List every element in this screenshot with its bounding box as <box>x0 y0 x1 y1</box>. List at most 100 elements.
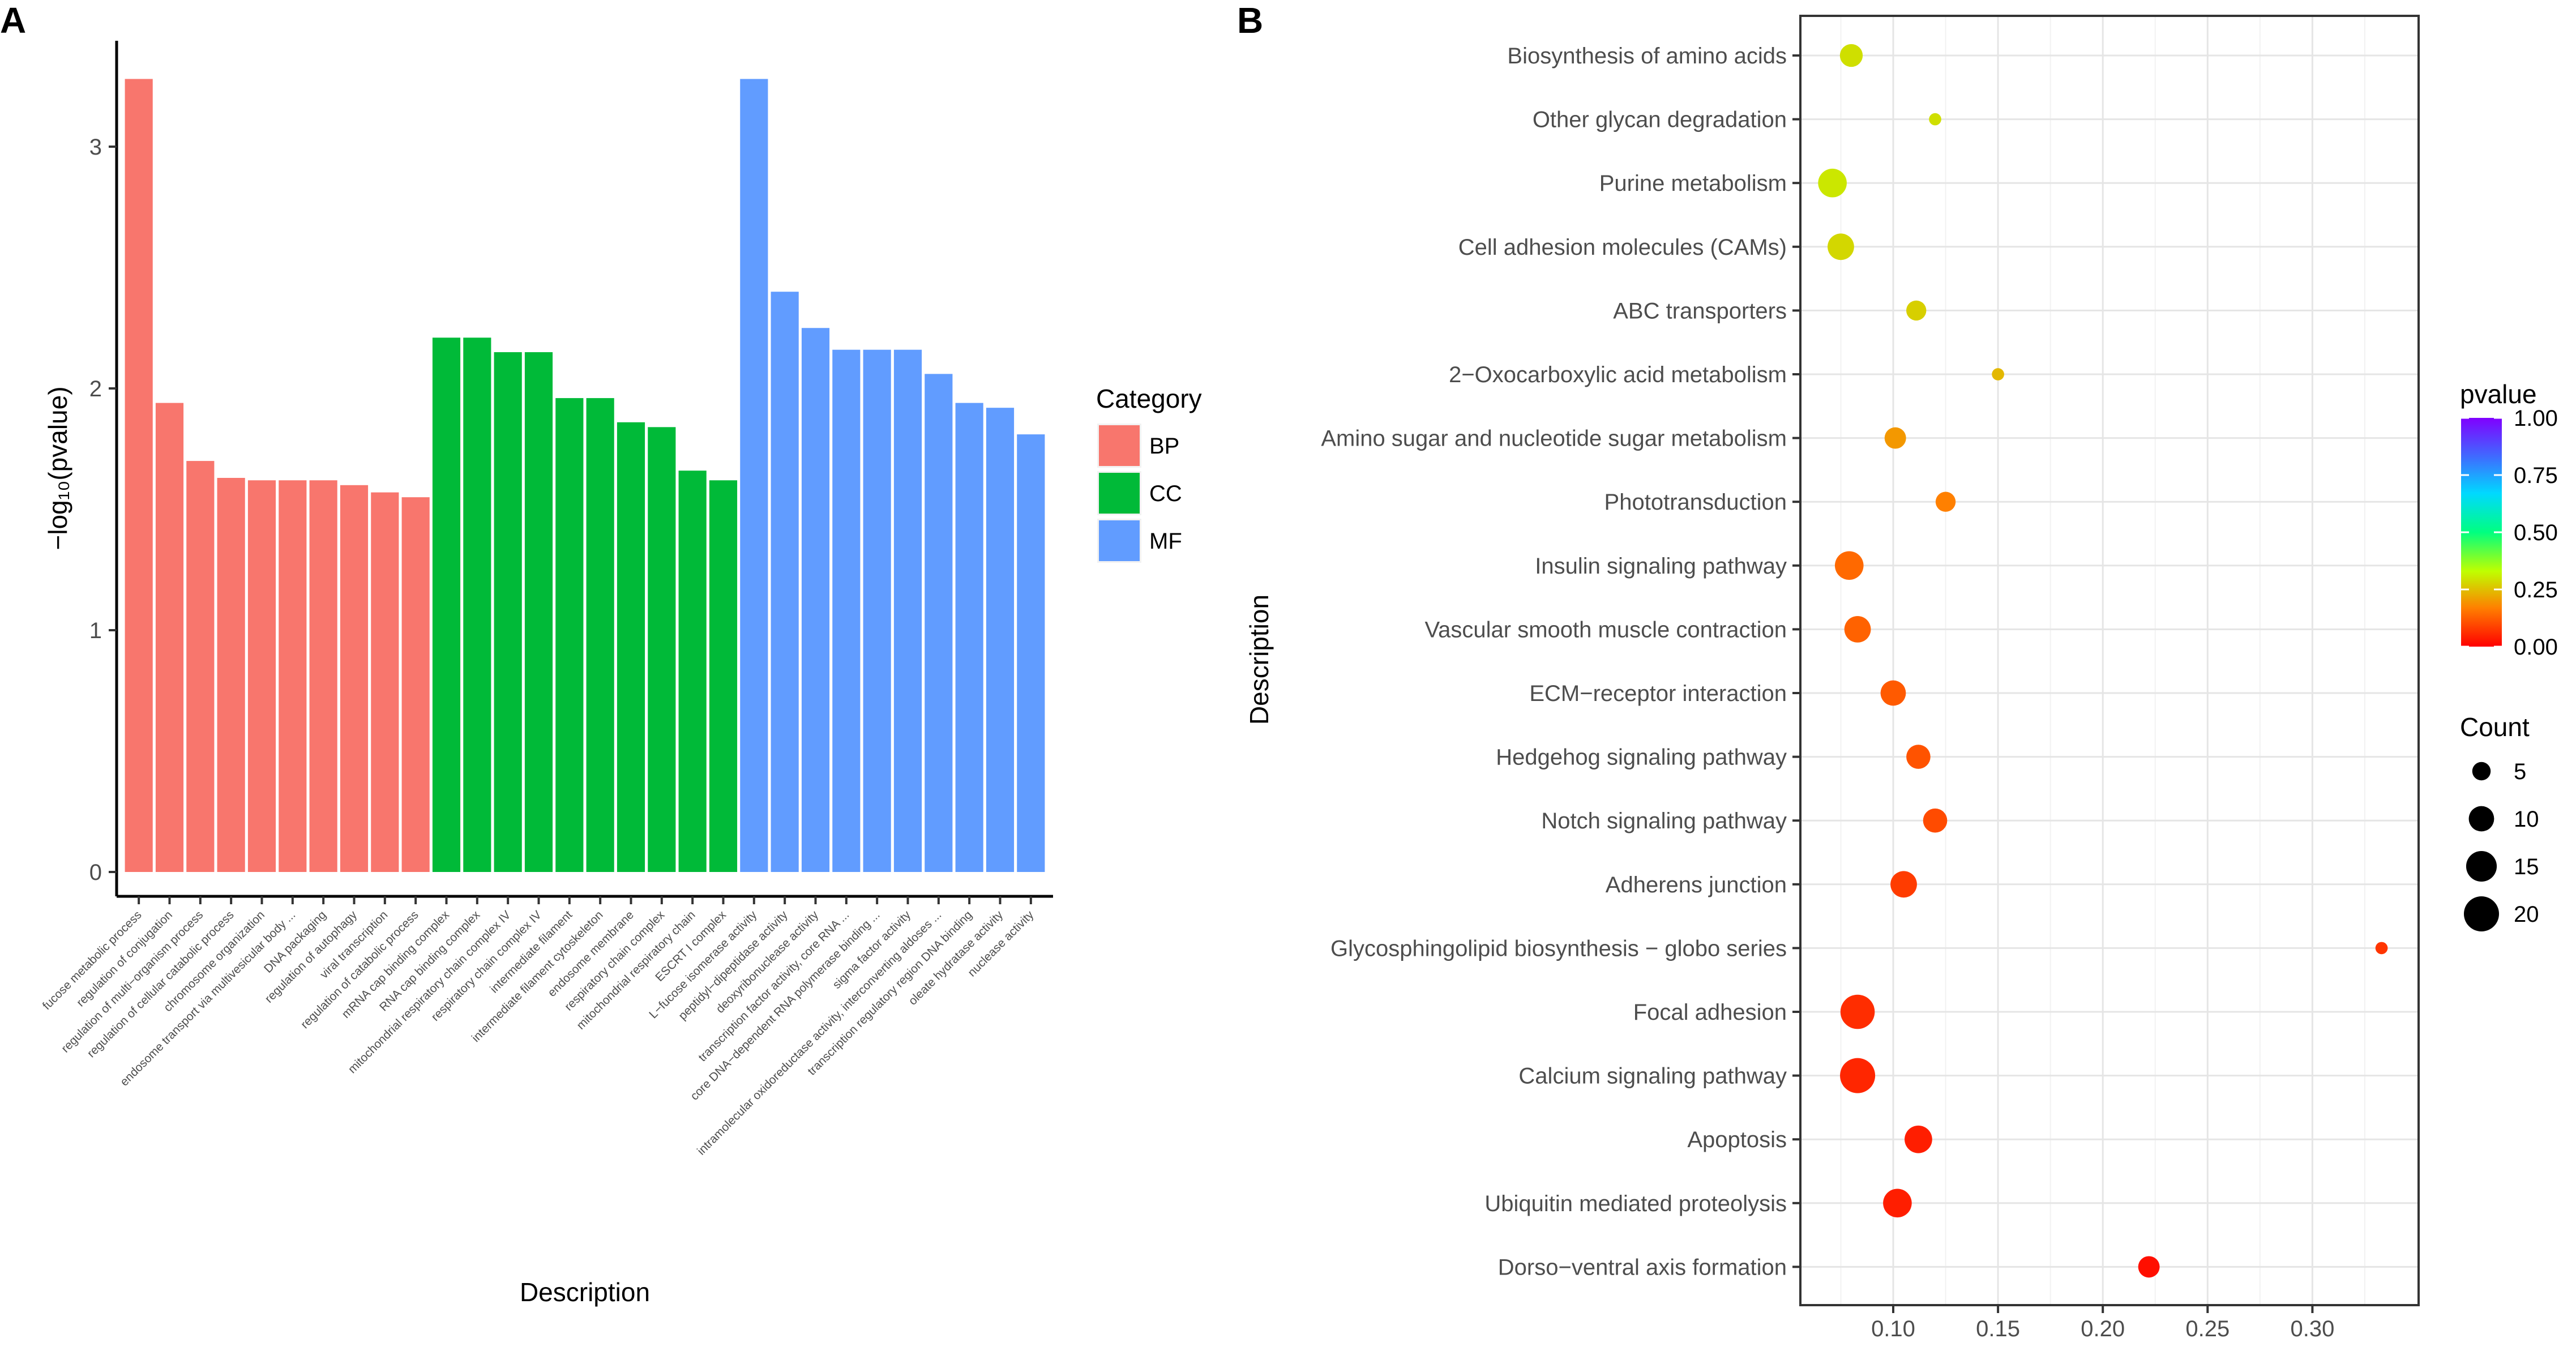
size-legend-dot <box>2472 762 2491 781</box>
bar <box>740 79 768 873</box>
y-tick-label: Focal adhesion <box>1633 1000 1787 1025</box>
dot <box>1905 1125 1932 1153</box>
x-tick-label: 0.15 <box>1976 1316 2020 1341</box>
legend-swatch-color <box>1099 425 1140 466</box>
dot <box>1992 368 2004 380</box>
x-tick-label: 0.30 <box>2290 1316 2334 1341</box>
x-axis-ticks: 0.10 0.15 0.20 0.25 0.30 <box>1871 1305 2334 1341</box>
grid-lines <box>1802 17 2417 1304</box>
dot <box>1839 44 1863 67</box>
colorbar-tick-label: 1.00 <box>2514 406 2558 431</box>
y-tick-label: Dorso−ventral axis formation <box>1498 1255 1787 1280</box>
count-legend-title: Count <box>2460 712 2530 742</box>
y-tick-label: 1 <box>89 618 102 643</box>
bar <box>186 461 215 872</box>
pvalue-legend: pvalue 1.00 0.75 0.50 0.25 0.00 <box>2460 379 2558 660</box>
bar <box>125 79 153 873</box>
y-tick-label: ABC transporters <box>1613 298 1787 323</box>
bar <box>893 349 922 872</box>
bar <box>586 398 614 872</box>
pvalue-legend-title: pvalue <box>2460 379 2537 409</box>
y-tick-label: Biosynthesis of amino acids <box>1507 44 1787 69</box>
bar-series <box>125 79 1045 873</box>
size-legend-label: 20 <box>2514 902 2539 927</box>
legend-label: BP <box>1149 434 1179 459</box>
bar <box>371 492 399 872</box>
bar <box>986 408 1015 872</box>
y-tick-label: Cell adhesion molecules (CAMs) <box>1458 235 1787 260</box>
bar <box>555 398 584 872</box>
dot-plot: Biosynthesis of amino acids Other glycan … <box>1244 15 2558 1341</box>
x-tick-label: 0.20 <box>2081 1316 2125 1341</box>
dot <box>1840 994 1875 1029</box>
bar <box>617 422 645 872</box>
size-legend-dot <box>2468 806 2494 832</box>
y-tick-label: ECM−receptor interaction <box>1529 681 1787 706</box>
bar <box>863 349 891 872</box>
dot <box>1929 113 1941 126</box>
dot <box>1906 300 1927 321</box>
y-axis-ticks: 0 1 2 3 <box>89 135 117 885</box>
panel-a-label: A <box>0 0 26 41</box>
y-tick-label: Purine metabolism <box>1599 171 1787 196</box>
dot <box>1840 1058 1876 1093</box>
bar <box>801 328 830 872</box>
y-tick-label: Notch signaling pathway <box>1541 809 1787 833</box>
dot <box>1923 808 1948 833</box>
bar <box>155 403 184 872</box>
y-tick-label: Phototransduction <box>1604 490 1787 515</box>
dot <box>1828 233 1854 260</box>
legend-label: CC <box>1149 481 1182 506</box>
y-axis-title: Description <box>1244 595 1274 725</box>
y-axis-title: −log₁₀(pvalue) <box>43 386 72 550</box>
bar <box>648 427 676 872</box>
y-tick-label: Adherens junction <box>1606 873 1787 897</box>
bar <box>709 480 738 872</box>
colorbar-tick-label: 0.50 <box>2514 520 2558 545</box>
category-legend: Category BP CC MF <box>1096 384 1202 563</box>
colorbar-tick-label: 0.75 <box>2514 463 2558 488</box>
size-legend-dot <box>2466 850 2497 882</box>
bar <box>340 485 369 872</box>
y-tick-label: 0 <box>89 860 102 885</box>
bar <box>524 352 553 872</box>
x-tick-label: regulation of multi−organism process <box>59 908 206 1055</box>
dot <box>2375 942 2388 955</box>
dot <box>1818 168 1847 198</box>
legend-swatch-color <box>1099 520 1140 561</box>
dot-series <box>1818 44 2388 1278</box>
count-legend-items: 5 10 15 20 <box>2463 759 2539 932</box>
y-tick-label: 3 <box>89 135 102 160</box>
bar <box>678 471 707 872</box>
colorbar-tick-label: 0.00 <box>2514 635 2558 660</box>
legend-items: BP CC MF <box>1097 424 1182 563</box>
pvalue-legend-ticks: 1.00 0.75 0.50 0.25 0.00 <box>2461 406 2558 660</box>
dot <box>1935 491 1956 512</box>
colorbar-tick-label: 0.25 <box>2514 578 2558 602</box>
y-tick-label: Glycosphingolipid biosynthesis − globo s… <box>1330 936 1787 961</box>
size-legend-label: 15 <box>2514 854 2539 879</box>
y-tick-label: Other glycan degradation <box>1533 108 1787 132</box>
dot <box>1844 616 1871 643</box>
y-tick-label: Vascular smooth muscle contraction <box>1424 617 1787 642</box>
bar <box>771 292 799 873</box>
panel-b-label: B <box>1237 0 1263 41</box>
y-tick-label: Calcium signaling pathway <box>1518 1064 1787 1089</box>
bar <box>279 480 307 872</box>
x-tick-label: 0.10 <box>1871 1316 1915 1341</box>
y-tick-label: Amino sugar and nucleotide sugar metabol… <box>1321 426 1787 451</box>
count-legend: Count 5 10 15 20 <box>2460 712 2539 932</box>
y-tick-label: Insulin signaling pathway <box>1535 554 1787 579</box>
bar <box>247 480 276 872</box>
dot <box>1883 1188 1912 1218</box>
bar <box>925 374 953 872</box>
y-tick-label: 2−Oxocarboxylic acid metabolism <box>1449 362 1787 387</box>
bar <box>463 337 491 872</box>
dot <box>1884 427 1906 449</box>
dot <box>2138 1256 2160 1278</box>
legend-label: MF <box>1149 529 1182 554</box>
plot-border <box>1799 15 2420 1306</box>
y-tick-label: Apoptosis <box>1687 1127 1787 1152</box>
x-tick-label: 0.25 <box>2185 1316 2230 1341</box>
